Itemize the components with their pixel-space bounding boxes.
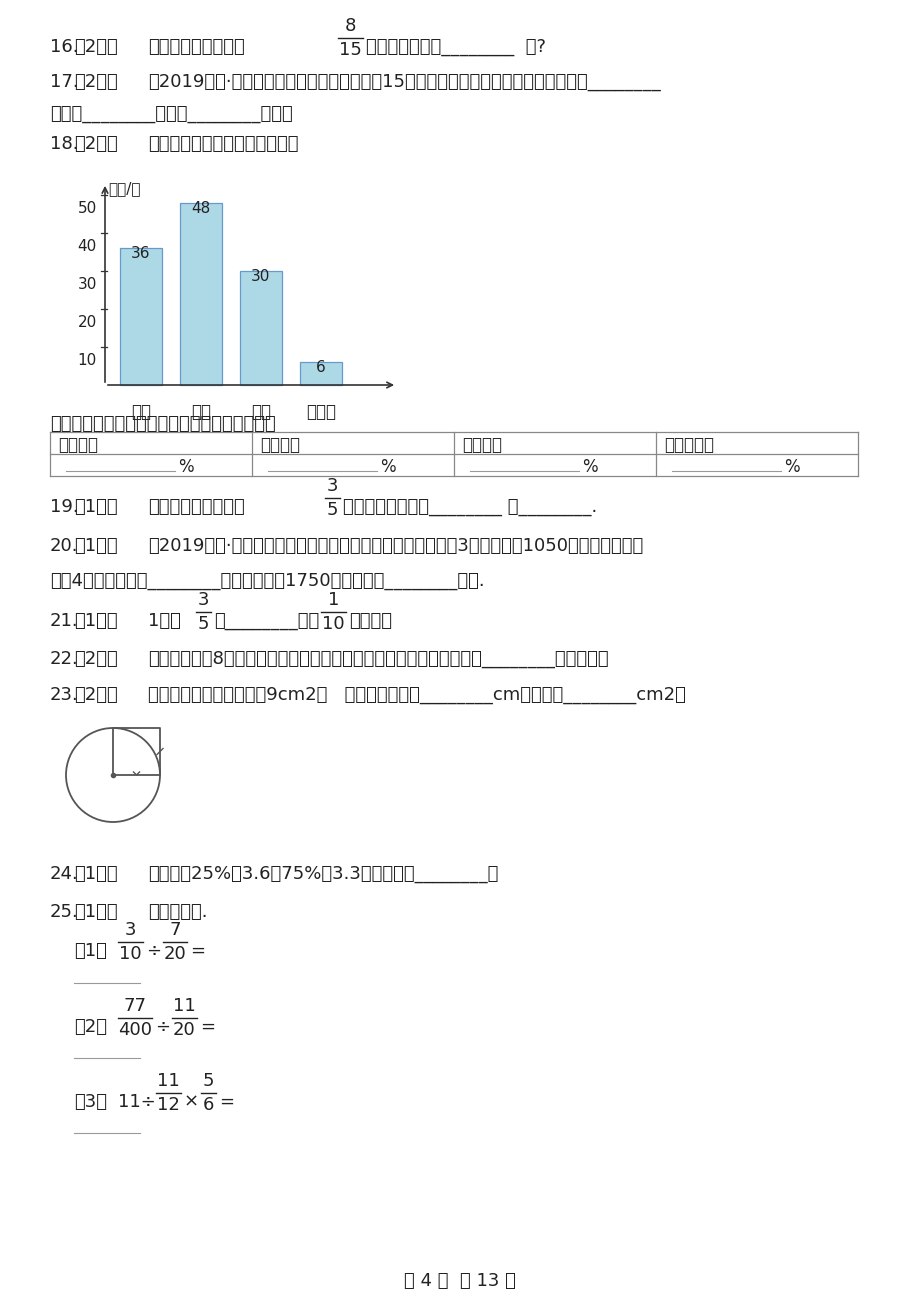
Text: 19.: 19. [50, 497, 78, 516]
Text: （1分）: （1分） [74, 865, 118, 883]
Text: 优秀人数: 优秀人数 [58, 436, 98, 454]
Text: 与________米的: 与________米的 [214, 612, 319, 630]
Text: 30: 30 [77, 277, 96, 292]
Text: （2019四下·河西期末）一个三角形的周长是15厘米，这个三角形三条边的长度可能是________: （2019四下·河西期末）一个三角形的周长是15厘米，这个三角形三条边的长度可能… [148, 73, 660, 91]
Text: ÷: ÷ [155, 1018, 170, 1036]
Text: 5: 5 [198, 615, 210, 633]
Text: （3）: （3） [74, 1092, 107, 1111]
Text: 良好: 良好 [191, 404, 210, 421]
Text: 30: 30 [251, 270, 270, 284]
Text: （1分）: （1分） [74, 536, 118, 555]
Text: 3: 3 [326, 477, 338, 495]
Text: 六年级数学竞赛成绩统计如下：: 六年级数学竞赛成绩统计如下： [148, 135, 298, 154]
Text: 厘米、________厘米和________厘米。: 厘米、________厘米和________厘米。 [50, 105, 292, 122]
Text: （1）: （1） [74, 943, 107, 960]
Text: （2分）: （2分） [74, 73, 118, 91]
Text: 11÷: 11÷ [118, 1092, 155, 1111]
Text: 24.: 24. [50, 865, 79, 883]
Text: 及格人数: 及格人数 [461, 436, 502, 454]
Text: 17.: 17. [50, 73, 78, 91]
Text: 21.: 21. [50, 612, 78, 630]
Text: （2分）: （2分） [74, 650, 118, 668]
Text: （2分）: （2分） [74, 135, 118, 154]
Text: 不及格人数: 不及格人数 [664, 436, 713, 454]
Text: 11: 11 [157, 1072, 179, 1090]
Text: 同样长。: 同样长。 [348, 612, 391, 630]
Text: %: % [783, 458, 799, 477]
Text: 10: 10 [78, 353, 96, 368]
Text: 减数相当于被减数的: 减数相当于被减数的 [148, 497, 244, 516]
Text: 36: 36 [131, 246, 151, 262]
Text: ÷: ÷ [145, 943, 161, 960]
Text: 一个正方形的周长是: 一个正方形的周长是 [148, 38, 244, 56]
Text: =: = [219, 1092, 233, 1111]
Text: 12: 12 [157, 1096, 179, 1115]
Text: 20.: 20. [50, 536, 78, 555]
Text: （1分）: （1分） [74, 904, 118, 921]
Text: （2分）: （2分） [74, 686, 118, 704]
Text: 5: 5 [202, 1072, 214, 1090]
Text: 48: 48 [191, 201, 210, 216]
Text: 米，它的边长是________  米?: 米，它的边长是________ 米? [366, 38, 545, 56]
Text: 3: 3 [198, 591, 210, 609]
Text: （2）: （2） [74, 1018, 107, 1036]
Text: 40: 40 [78, 240, 96, 254]
Bar [240, 271, 282, 385]
Text: 20: 20 [173, 1021, 196, 1039]
Text: 算，4小时可以行驶________千米，要行驶1750千米，需要________小时.: 算，4小时可以行驶________千米，要行驶1750千米，需要________… [50, 572, 484, 590]
Text: （2分）: （2分） [74, 38, 118, 56]
Text: 22.: 22. [50, 650, 79, 668]
Text: 及格: 及格 [251, 404, 271, 421]
Text: （2019四下·河池期中）中国高铁是世界最快，一条高铁专线3小时可行驶1050千米，照这样计: （2019四下·河池期中）中国高铁是世界最快，一条高铁专线3小时可行驶1050千… [148, 536, 642, 555]
Text: 6: 6 [202, 1096, 214, 1115]
Text: 11: 11 [173, 997, 196, 1016]
Text: ×: × [184, 1092, 199, 1111]
Text: （1分）: （1分） [74, 497, 118, 516]
Text: =: = [199, 1018, 214, 1036]
Text: 23.: 23. [50, 686, 79, 704]
Text: 15: 15 [338, 40, 361, 59]
Text: 20: 20 [78, 315, 96, 329]
Text: 3: 3 [124, 921, 136, 939]
Text: 7: 7 [169, 921, 181, 939]
Text: 下图中，正方形的面积是9cm2，   这个圆的周长是________cm，面积是________cm2。: 下图中，正方形的面积是9cm2， 这个圆的周长是________cm，面积是__… [148, 686, 686, 704]
Text: 良好人数: 良好人数 [260, 436, 300, 454]
Text: 取得各种成绩的人数各占参加人数的百分之几：: 取得各种成绩的人数各占参加人数的百分之几： [50, 415, 276, 434]
Text: ，差与减数的比是________ ：________.: ，差与减数的比是________ ：________. [343, 497, 597, 516]
Text: 优秀: 优秀 [130, 404, 151, 421]
Bar [180, 203, 221, 385]
Bar [119, 249, 162, 385]
Text: 直接写得数.: 直接写得数. [148, 904, 208, 921]
Bar [300, 362, 342, 385]
Text: %: % [178, 458, 194, 477]
Text: 1: 1 [328, 591, 339, 609]
Text: 人数/人: 人数/人 [108, 181, 141, 197]
Text: 20: 20 [164, 945, 187, 963]
Text: 77: 77 [123, 997, 146, 1016]
Text: 400: 400 [118, 1021, 152, 1039]
Text: 不及格: 不及格 [306, 404, 335, 421]
Text: 8: 8 [345, 17, 356, 35]
Text: %: % [380, 458, 395, 477]
Text: 5: 5 [326, 501, 338, 519]
Text: 10: 10 [119, 945, 142, 963]
Text: 25.: 25. [50, 904, 79, 921]
Text: =: = [190, 943, 205, 960]
Text: 16.: 16. [50, 38, 78, 56]
Text: （1分）: （1分） [74, 612, 118, 630]
Text: 18.: 18. [50, 135, 78, 154]
Text: 第 4 页  共 13 页: 第 4 页 共 13 页 [403, 1272, 516, 1290]
Text: 1米的: 1米的 [148, 612, 181, 630]
Text: 10: 10 [322, 615, 345, 633]
Text: 50: 50 [78, 201, 96, 216]
Text: %: % [582, 458, 597, 477]
Text: 一个数的25%比3.6的75%多3.3，这个数是________？: 一个数的25%比3.6的75%多3.3，这个数是________？ [148, 865, 498, 883]
Text: 在一个直径为8厘米的圆中画一个最大的正方形，这个正方形的面积是________平方厘米。: 在一个直径为8厘米的圆中画一个最大的正方形，这个正方形的面积是________平… [148, 650, 608, 668]
Text: 6: 6 [316, 361, 325, 375]
